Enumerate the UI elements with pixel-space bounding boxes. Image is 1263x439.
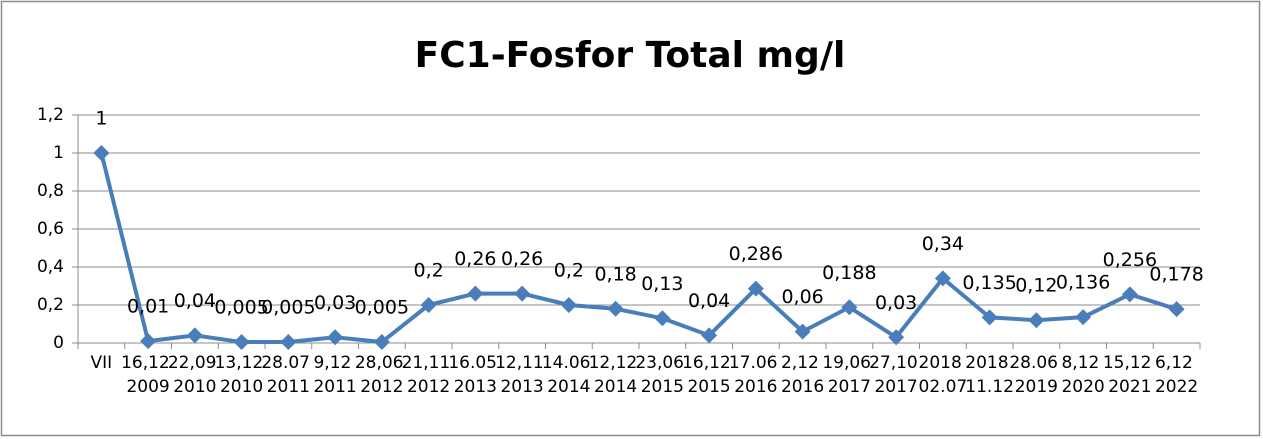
data-point <box>140 333 157 350</box>
data-label: 1 <box>95 108 107 130</box>
x-tick-label: 28.07 2011 <box>261 353 315 397</box>
data-point <box>1168 301 1185 318</box>
data-label: 0,03 <box>314 292 356 314</box>
x-tick-label: 2018 11.12 <box>965 353 1014 397</box>
data-label: 0,136 <box>1056 272 1110 294</box>
x-tick-label: 13,12 2010 <box>215 353 269 397</box>
data-point <box>794 323 811 340</box>
x-tick-label: 12,12 2014 <box>589 353 643 397</box>
x-tick-label: 28.06 2019 <box>1009 353 1063 397</box>
data-label: 0,26 <box>501 248 543 270</box>
data-label: 0,01 <box>127 296 169 318</box>
x-tick-label: 17.06 2016 <box>729 353 783 397</box>
y-tick-label: 0,4 <box>37 257 64 277</box>
data-label: 0,286 <box>729 243 783 265</box>
data-label: 0,26 <box>454 248 496 270</box>
data-point <box>280 334 297 351</box>
data-point <box>841 299 858 316</box>
data-point <box>747 280 764 297</box>
data-point <box>981 309 998 326</box>
x-tick-label: VII <box>91 353 113 373</box>
data-label: 0,256 <box>1103 249 1157 271</box>
x-tick-label: 6,12 2022 <box>1155 353 1198 397</box>
x-tick-label: 15,12 2021 <box>1103 353 1157 397</box>
x-tick-label: 2,12 2016 <box>781 353 824 397</box>
y-tick-label: 0,6 <box>37 219 64 239</box>
data-point <box>93 145 110 161</box>
x-tick-label: 19,06 2017 <box>822 353 876 397</box>
data-point <box>654 310 671 327</box>
data-label: 0,04 <box>174 290 216 312</box>
y-tick-label: 1 <box>53 143 64 163</box>
x-tick-label: 12,11 2013 <box>495 353 549 397</box>
data-point <box>560 297 577 313</box>
data-point <box>701 327 718 344</box>
x-tick-label: 16.05 2013 <box>448 353 502 397</box>
x-tick-label: 23,06 2015 <box>635 353 689 397</box>
y-tick-label: 1,2 <box>37 105 64 125</box>
data-label: 0,2 <box>554 260 584 282</box>
data-label: 0,005 <box>355 297 409 319</box>
data-label: 0,04 <box>688 290 730 312</box>
data-point <box>186 327 203 344</box>
x-tick-label: 14.06 2014 <box>542 353 596 397</box>
data-label: 0,13 <box>641 273 683 295</box>
x-tick-label: 28,06 2012 <box>355 353 409 397</box>
data-point <box>888 329 905 346</box>
data-label: 0,03 <box>875 292 917 314</box>
x-tick-label: 16,12 2009 <box>121 353 175 397</box>
data-point <box>514 285 531 302</box>
data-label: 0,12 <box>1015 275 1057 297</box>
x-tick-label: 22,09 2010 <box>168 353 222 397</box>
data-point <box>373 334 390 351</box>
x-tick-label: 2018 02.07 <box>919 353 968 397</box>
data-label: 0,34 <box>922 233 964 255</box>
x-tick-label: 21,11 2012 <box>402 353 456 397</box>
chart-title: FC1-Fosfor Total mg/l <box>415 35 846 76</box>
data-point <box>327 329 344 346</box>
data-point <box>420 297 437 313</box>
data-label: 0,18 <box>594 263 636 285</box>
data-point <box>467 285 484 302</box>
data-label: 0,188 <box>822 262 876 284</box>
y-tick-label: 0,8 <box>37 181 64 201</box>
x-tick-label: 8,12 2020 <box>1061 353 1104 397</box>
data-label: 0,005 <box>214 297 268 319</box>
data-point <box>934 270 951 287</box>
data-label: 0,135 <box>962 272 1016 294</box>
data-label: 0,005 <box>261 297 315 319</box>
data-label: 0,178 <box>1149 264 1203 286</box>
data-point <box>1121 286 1138 303</box>
data-label: 0,2 <box>414 260 444 282</box>
data-point <box>1028 312 1045 329</box>
data-point <box>1075 309 1092 326</box>
y-tick-label: 0,2 <box>37 295 64 315</box>
x-tick-label: 27,10 2017 <box>869 353 923 397</box>
x-tick-label: 16,12 2015 <box>682 353 736 397</box>
x-tick-label: 9,12 2011 <box>313 353 356 397</box>
data-label: 0,06 <box>781 286 823 308</box>
data-point <box>233 334 250 351</box>
data-point <box>607 300 624 317</box>
y-tick-label: 0 <box>53 333 64 353</box>
